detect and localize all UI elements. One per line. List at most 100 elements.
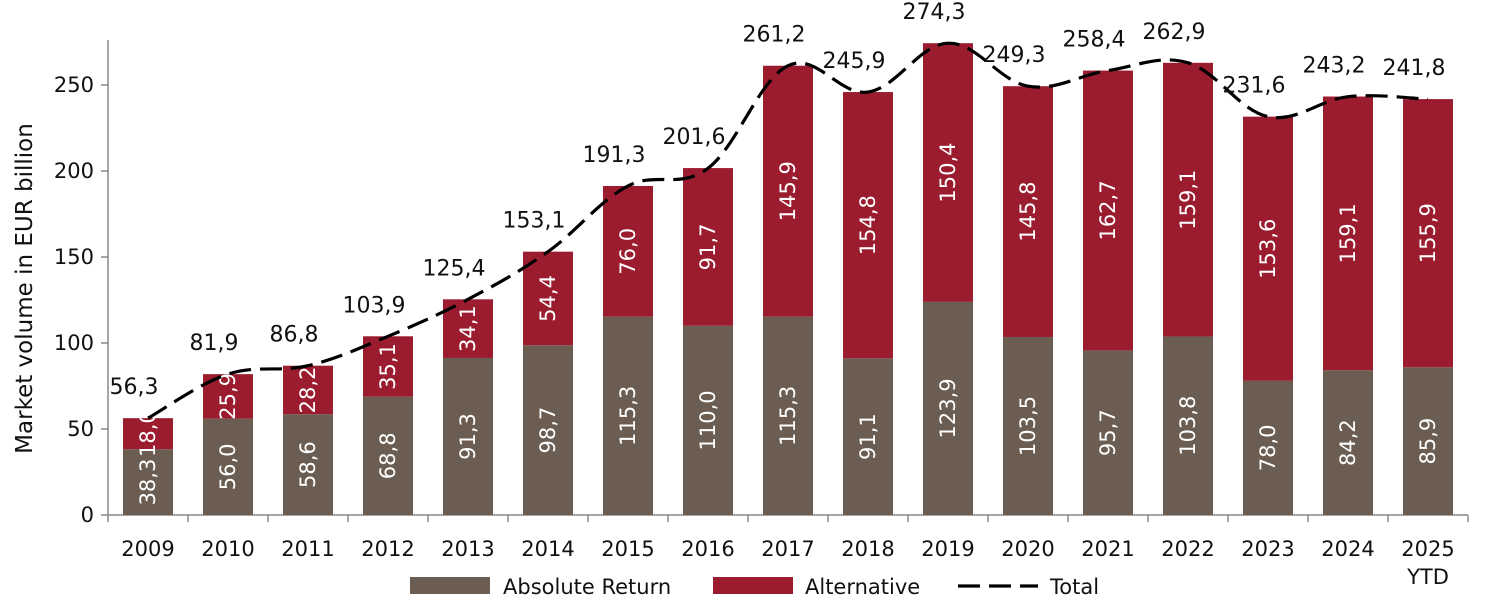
bar-absolute-return [1403, 367, 1453, 515]
total-label: 243,2 [1303, 54, 1366, 79]
legend-label-total: Total [1049, 575, 1099, 599]
x-tick-label: 2020 [1001, 537, 1054, 561]
total-label: 81,9 [190, 331, 239, 356]
bar-absolute-return [1003, 336, 1053, 515]
bar-label-absolute-return: 103,5 [1016, 396, 1040, 456]
total-label: 125,4 [423, 256, 486, 281]
y-tick-label: 0 [81, 503, 94, 527]
y-tick-label: 250 [54, 73, 94, 97]
total-label: 241,8 [1383, 56, 1446, 81]
bar-absolute-return [123, 449, 173, 515]
bar-absolute-return [843, 358, 893, 515]
bar-alternative [1163, 62, 1213, 337]
bar-label-alternative: 28,2 [296, 367, 320, 414]
bar-label-alternative: 54,4 [536, 275, 560, 322]
total-label: 261,2 [743, 23, 806, 48]
bar-absolute-return [923, 301, 973, 515]
bar-absolute-return [443, 357, 493, 515]
bar-alternative [843, 92, 893, 359]
x-tick-label: 2012 [361, 537, 414, 561]
total-label: 103,9 [343, 293, 406, 318]
bar-label-alternative: 153,6 [1256, 219, 1280, 279]
bar-alternative [1323, 96, 1373, 371]
bar-absolute-return [763, 316, 813, 515]
y-axis-title: Market volume in EUR billion [12, 123, 38, 454]
bar-alternative [1003, 86, 1053, 337]
x-tick-label: 2025 [1401, 537, 1454, 561]
bar-absolute-return [1083, 350, 1133, 515]
bar-absolute-return [603, 316, 653, 515]
x-tick-label: 2021 [1081, 537, 1134, 561]
x-tick-label: 2018 [841, 537, 894, 561]
bar-label-alternative: 150,4 [936, 142, 960, 202]
x-tick-label: 2022 [1161, 537, 1214, 561]
total-label: 274,3 [903, 0, 966, 25]
bar-label-absolute-return: 91,1 [856, 413, 880, 460]
bar-alternative [1243, 116, 1293, 381]
bar-label-absolute-return: 98,7 [536, 407, 560, 454]
bar-label-alternative: 145,9 [776, 161, 800, 221]
bar-absolute-return [363, 396, 413, 515]
legend-swatch-absolute-return [410, 577, 490, 594]
bar-label-alternative: 145,8 [1016, 182, 1040, 242]
bar-absolute-return [1163, 336, 1213, 515]
bar-label-absolute-return: 95,7 [1096, 409, 1120, 456]
y-tick-label: 100 [54, 331, 94, 355]
bar-label-alternative: 155,9 [1416, 203, 1440, 263]
x-tick-label: 2023 [1241, 537, 1294, 561]
bar-alternative [363, 336, 413, 397]
bar-absolute-return [683, 325, 733, 515]
bar-labels: 38,318,056,025,958,628,268,835,191,334,1… [136, 142, 1440, 505]
bar-alternative [923, 43, 973, 302]
x-tick-label: 2024 [1321, 537, 1374, 561]
bar-label-absolute-return: 115,3 [776, 386, 800, 446]
total-line [147, 41, 1429, 420]
bars [123, 43, 1453, 515]
x-tick-label: 2009 [121, 537, 174, 561]
total-label: 56,3 [110, 375, 159, 400]
bar-absolute-return [1243, 380, 1293, 515]
axes: 0 50 100 150 200 250 2009 2010 2011 2012 2013 2014 2… [12, 40, 1469, 589]
total-label: 231,6 [1223, 74, 1286, 99]
bar-label-absolute-return: 123,9 [936, 378, 960, 438]
x-tick-label: 2011 [281, 537, 334, 561]
bar-alternative [1083, 70, 1133, 351]
bar-alternative [523, 251, 573, 346]
bar-label-alternative: 34,1 [456, 305, 480, 352]
bar-label-alternative: 154,8 [856, 195, 880, 255]
bar-label-absolute-return: 115,3 [616, 386, 640, 446]
total-label: 262,9 [1143, 20, 1206, 45]
bar-alternative [1403, 99, 1453, 368]
total-label: 245,9 [823, 49, 886, 74]
bar-label-absolute-return: 103,8 [1176, 396, 1200, 456]
bar-alternative [123, 418, 173, 450]
bar-absolute-return [283, 414, 333, 515]
bar-label-absolute-return: 91,3 [456, 413, 480, 460]
bar-absolute-return [203, 418, 253, 515]
x-tick-label: 2019 [921, 537, 974, 561]
bar-label-absolute-return: 68,8 [376, 432, 400, 479]
bar-alternative [683, 168, 733, 326]
bar-label-absolute-return: 78,0 [1256, 425, 1280, 472]
y-tick-label: 200 [54, 159, 94, 183]
x-tick-sublabel: YTD [1406, 565, 1449, 589]
x-tick-label: 2014 [521, 537, 574, 561]
x-tick-label: 2013 [441, 537, 494, 561]
bar-label-absolute-return: 38,3 [136, 459, 160, 506]
bar-label-absolute-return: 84,2 [1336, 419, 1360, 466]
legend-swatch-alternative [713, 577, 793, 594]
y-tick-label: 50 [67, 417, 94, 441]
bar-alternative [763, 65, 813, 317]
bar-label-alternative: 35,1 [376, 343, 400, 390]
total-line-group: 56,3 81,9 86,8 103,9 125,4 153,1 191,3 201,6 261… [110, 0, 1446, 420]
bar-label-absolute-return: 110,0 [696, 390, 720, 450]
total-label: 258,4 [1063, 28, 1126, 53]
bar-label-absolute-return: 56,0 [216, 443, 240, 490]
total-label: 191,3 [583, 143, 646, 168]
bar-label-alternative: 159,1 [1176, 170, 1200, 230]
total-label: 249,3 [983, 43, 1046, 68]
total-label: 86,8 [270, 323, 319, 348]
x-tick-label: 2010 [201, 537, 254, 561]
x-tick-label: 2016 [681, 537, 734, 561]
